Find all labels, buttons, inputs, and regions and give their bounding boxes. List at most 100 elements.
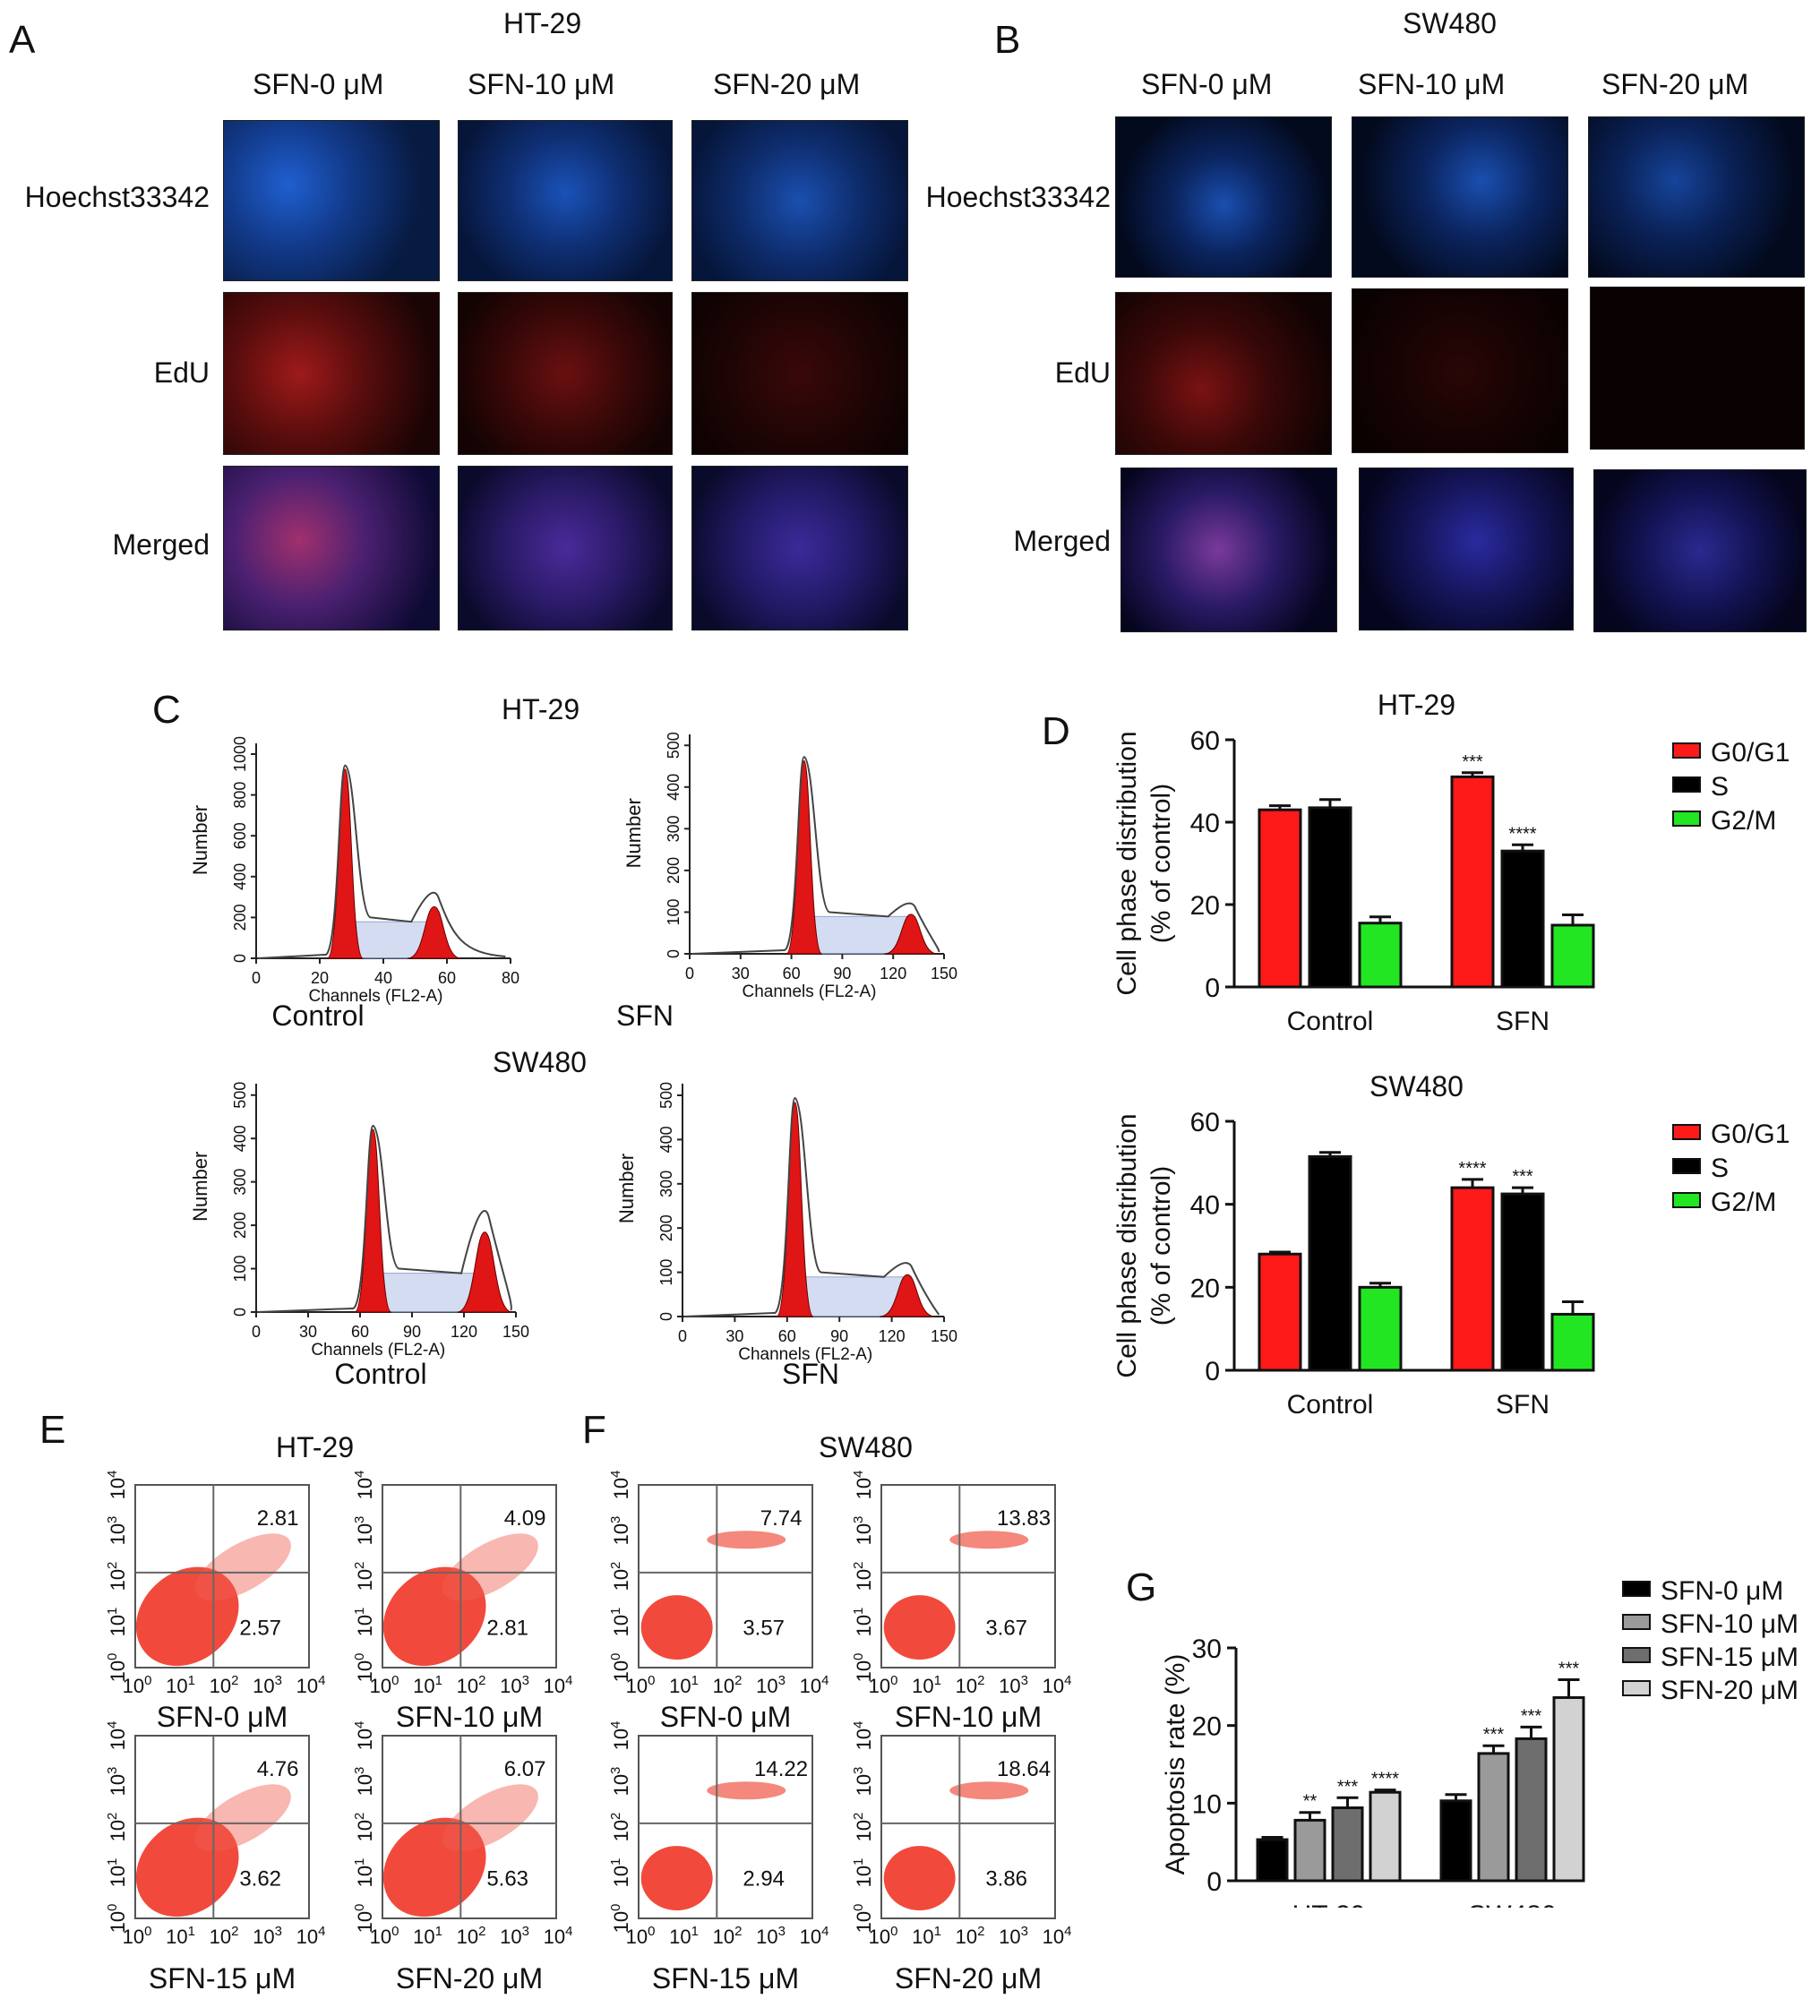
micrograph-a-edu-10 — [458, 292, 673, 455]
panel-c-title-bottom: SW480 — [493, 1046, 587, 1078]
x-tick-label: 60 — [351, 1323, 369, 1341]
histogram-trace — [257, 1124, 512, 1313]
panel-b-row-hoechst: Hoechst33342 — [925, 181, 1111, 213]
y-tick-label: 100 — [231, 1256, 249, 1283]
x-tick-label: 103 — [756, 1673, 786, 1697]
histogram-y-label: Number — [622, 798, 645, 868]
histogram-1: 0 30 60 90 120 150 0 100 200 300 400 500 Channels (F… — [616, 732, 957, 1032]
y-tick-label: 40 — [1190, 1191, 1220, 1221]
legend-label: G2/M — [1711, 1188, 1776, 1217]
bar-S — [1500, 849, 1545, 989]
x-tick-label: 40 — [374, 969, 392, 987]
histogram-trace — [683, 1097, 940, 1317]
bar-SFN-15 μM — [1331, 1806, 1364, 1883]
category-label: HT-29 — [1292, 1900, 1366, 1908]
legend-label: SFN-0 μM — [1661, 1576, 1783, 1606]
x-tick-label: 0 — [252, 1323, 261, 1341]
histogram-caption: Control — [334, 1358, 426, 1390]
x-tick-label: 103 — [999, 1924, 1028, 1948]
lower-right-percent: 5.63 — [486, 1866, 528, 1891]
y-tick-label: 200 — [231, 904, 249, 931]
bar-SFN-0 μM — [1439, 1799, 1472, 1883]
x-tick-label: 90 — [830, 1327, 848, 1345]
y-tick-label: 0 — [1205, 974, 1220, 1003]
micrograph-b-merged-10 — [1359, 468, 1574, 631]
y-tick-label: 500 — [231, 1082, 249, 1109]
histogram-x-label: Channels (FL2-A) — [743, 982, 877, 1001]
y-tick-label: 102 — [352, 1562, 376, 1591]
micrograph-b-hoechst-20 — [1588, 116, 1805, 278]
dotplot-frame — [134, 1484, 310, 1669]
bar-S — [1308, 1154, 1352, 1372]
upper-right-percent: 4.09 — [504, 1506, 546, 1531]
category-label: Control — [1287, 1390, 1374, 1420]
dot-cloud — [640, 1595, 713, 1660]
legend-label: SFN-10 μM — [1661, 1609, 1799, 1639]
dotplot-frame — [880, 1735, 1056, 1919]
bar-SFN-0 μM — [1256, 1838, 1289, 1883]
x-tick-label: 101 — [413, 1924, 442, 1948]
legend-label: S — [1711, 772, 1729, 802]
x-tick-label: 100 — [123, 1673, 152, 1697]
x-tick-label: 103 — [999, 1673, 1028, 1697]
lower-right-percent: 3.62 — [239, 1866, 281, 1891]
histogram-x-label: Channels (FL2-A) — [738, 1345, 872, 1364]
significance-mark: *** — [1512, 1167, 1533, 1187]
y-tick-label: 500 — [665, 732, 682, 759]
histogram-y-label: Number — [189, 805, 211, 875]
histogram-y-label: Number — [615, 1154, 638, 1223]
y-tick-label: 60 — [1190, 726, 1220, 756]
legend-swatch — [1672, 742, 1701, 759]
legend-swatch — [1672, 1158, 1701, 1174]
s-phase-fill — [803, 915, 912, 955]
panel-b-col-1: SFN-10 μM — [1358, 68, 1506, 100]
y-tick-label: 100 — [352, 1653, 376, 1683]
y-tick-label: 30 — [1192, 1634, 1222, 1664]
histogram-2: 0 30 60 90 120 150 0 100 200 300 400 500 Channels (F… — [189, 1082, 529, 1390]
x-tick-label: 104 — [800, 1673, 829, 1697]
y-tick-label: 104 — [608, 1721, 632, 1751]
bar-y-label: Cell phase distribution — [1112, 1113, 1142, 1377]
x-tick-label: 0 — [252, 969, 261, 987]
panel-f-title: SW480 — [819, 1431, 913, 1463]
x-tick-label: 102 — [457, 1673, 486, 1697]
y-tick-label: 100 — [105, 1653, 129, 1683]
g1-peak — [776, 1102, 814, 1317]
legend-swatch — [1672, 776, 1701, 793]
bar-SFN-20 μM — [1552, 1695, 1585, 1883]
panel-a-row-merged: Merged — [112, 528, 210, 561]
dotplot-frame — [134, 1735, 310, 1919]
histogram-x-label: Channels (FL2-A) — [309, 987, 443, 1006]
y-tick-label: 101 — [851, 1608, 875, 1637]
x-tick-label: 103 — [253, 1924, 282, 1948]
y-tick-label: 104 — [851, 1721, 875, 1751]
x-tick-label: 60 — [778, 1327, 796, 1345]
micrograph-b-edu-10 — [1352, 288, 1568, 453]
x-tick-label: 102 — [210, 1673, 239, 1697]
y-tick-label: 1000 — [231, 736, 249, 772]
x-tick-label: 120 — [451, 1323, 477, 1341]
upper-right-percent: 2.81 — [257, 1506, 299, 1531]
x-tick-label: 103 — [500, 1673, 529, 1697]
x-tick-label: 104 — [1043, 1924, 1072, 1948]
dot-cloud-secondary — [442, 1533, 538, 1601]
x-tick-label: 102 — [210, 1924, 239, 1948]
micrograph-a-edu-0 — [223, 292, 440, 455]
x-tick-label: 102 — [956, 1924, 985, 1948]
x-tick-label: 104 — [800, 1924, 829, 1948]
micrograph-b-hoechst-10 — [1352, 116, 1568, 278]
x-tick-label: 101 — [912, 1924, 941, 1948]
bar-y-label: (% of control) — [1146, 784, 1176, 943]
y-tick-label: 100 — [665, 898, 682, 925]
legend-swatch — [1672, 1124, 1701, 1140]
x-tick-label: 60 — [783, 965, 801, 982]
x-tick-label: 90 — [403, 1323, 421, 1341]
y-tick-label: 400 — [665, 774, 682, 801]
y-tick-label: 101 — [352, 1608, 376, 1637]
y-tick-label: 800 — [231, 782, 249, 809]
lower-right-percent: 3.57 — [743, 1616, 785, 1640]
dotplot-frame — [880, 1484, 1056, 1669]
